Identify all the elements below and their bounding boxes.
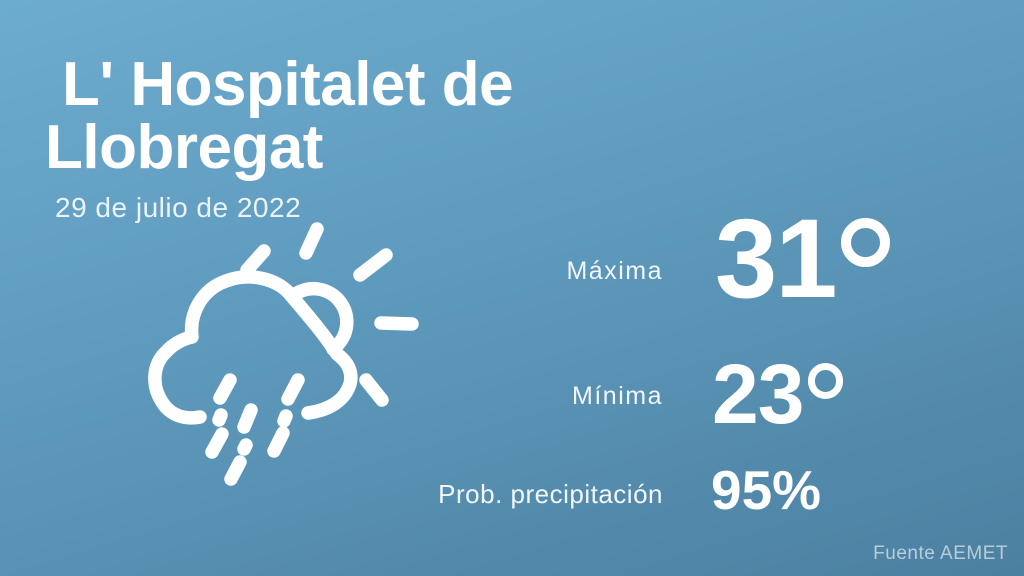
max-temp-number: 31 [715, 196, 838, 321]
cloud-outline [148, 270, 358, 425]
sun-cloud-rain-icon [146, 216, 426, 490]
min-temp-label: Mínima [572, 382, 663, 410]
precipitation-value: 95% [711, 459, 822, 521]
min-temp-value: 23 [712, 352, 844, 436]
sun-disc [287, 281, 354, 356]
degree-symbol [807, 362, 844, 399]
rain-drops [205, 373, 305, 486]
max-temp-value: 31 [715, 203, 891, 315]
max-temp-label: Máxima [566, 257, 663, 285]
min-temp-number: 23 [712, 347, 804, 441]
precipitation-label: Prob. precipitación [438, 479, 663, 509]
sun-rays [240, 222, 419, 407]
page-title: L' Hospitalet de Llobregat [45, 50, 514, 182]
source-attribution: Fuente AEMET [873, 543, 1008, 564]
degree-symbol [841, 217, 891, 267]
date-label: 29 de julio de 2022 [55, 192, 302, 223]
